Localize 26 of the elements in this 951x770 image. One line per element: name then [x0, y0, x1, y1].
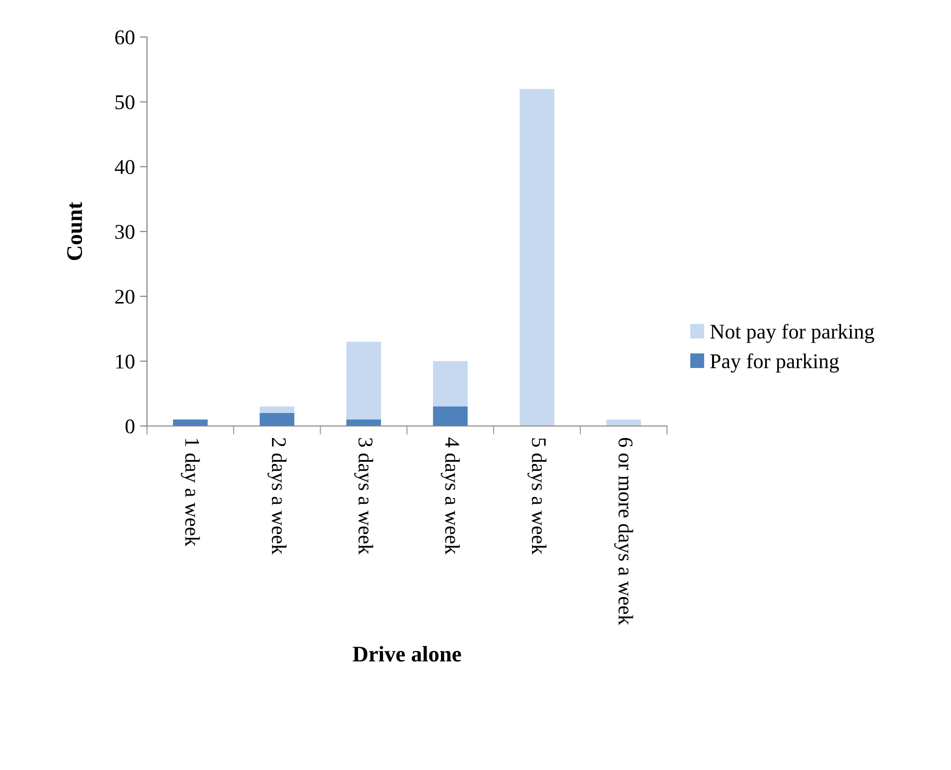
y-axis-title: Count	[67, 202, 82, 260]
bar	[433, 361, 468, 407]
x-tick-label: 2 days a week	[268, 438, 286, 555]
y-tick-label: 60	[115, 30, 134, 44]
bar	[260, 413, 294, 426]
x-axis-title: Drive alone	[352, 646, 462, 662]
y-tick-label: 50	[116, 95, 134, 110]
bar	[606, 420, 641, 426]
bar	[346, 342, 381, 420]
y-tick-label: 10	[116, 354, 134, 369]
bar	[173, 420, 208, 426]
bar	[346, 420, 381, 426]
legend-label: Pay for parking	[710, 353, 839, 373]
legend-label: Not pay for parking	[710, 324, 874, 343]
bar	[433, 406, 468, 426]
x-tick-label: 4 days a week	[440, 438, 460, 555]
x-tick-label: 3 days a week	[354, 438, 374, 555]
x-tick-label: 5 days a week	[528, 438, 546, 555]
bar	[260, 406, 294, 414]
bar	[520, 88, 554, 426]
y-tick-label: 0	[126, 419, 134, 434]
x-tick-label: 6 or more days a week	[614, 438, 634, 626]
y-tick-label: 30	[115, 224, 134, 239]
x-tick-label: 1 day a week	[180, 438, 200, 546]
y-tick-label: 40	[114, 160, 134, 174]
y-tick-label: 20	[115, 290, 134, 304]
